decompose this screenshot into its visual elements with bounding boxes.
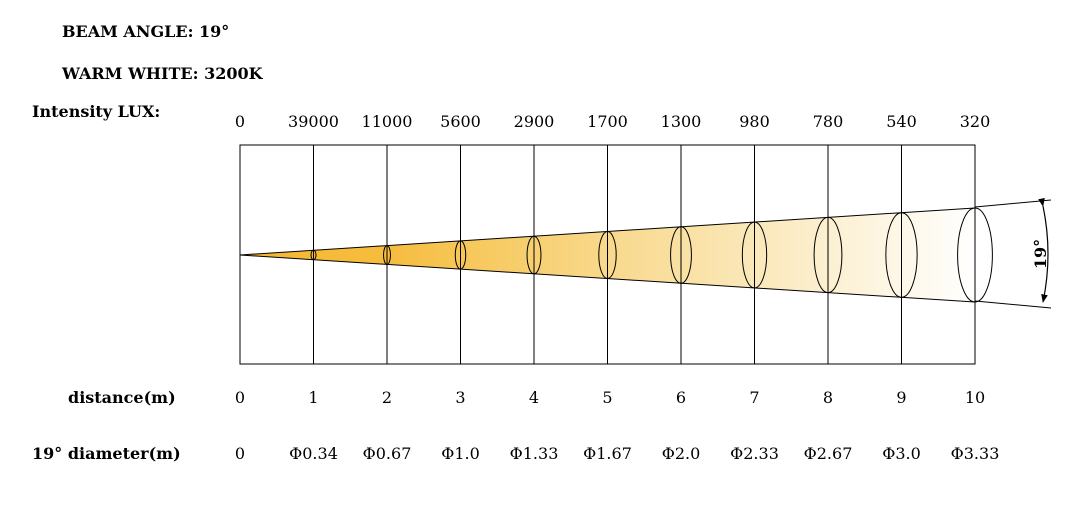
lux-value: 780 bbox=[813, 112, 844, 131]
beam-cross-section bbox=[454, 240, 467, 270]
distance-value: 7 bbox=[749, 388, 759, 407]
angle-arc bbox=[1038, 197, 1049, 303]
distance-value: 0 bbox=[235, 388, 245, 407]
lux-value: 1700 bbox=[587, 112, 628, 131]
beam-cross-section bbox=[526, 235, 542, 275]
diameter-value: Φ3.33 bbox=[951, 444, 1000, 463]
distance-grid bbox=[239, 144, 976, 365]
diameter-value: Φ0.34 bbox=[289, 444, 338, 463]
diameter-value: Φ1.67 bbox=[583, 444, 632, 463]
diameter-row-label: 19° diameter(m) bbox=[32, 444, 181, 463]
diameter-values-row: 0 Φ0.34 Φ0.67 Φ1.0 Φ1.33 Φ1.67 Φ2.0 Φ2.33 Φ2.67 Φ… bbox=[235, 444, 999, 463]
beam-cross-section bbox=[813, 216, 843, 294]
diameter-value: Φ0.67 bbox=[363, 444, 412, 463]
lux-value: 980 bbox=[739, 112, 770, 131]
color-temperature-label: WARM WHITE: 3200K bbox=[61, 64, 264, 83]
lux-value: 5600 bbox=[440, 112, 481, 131]
lux-value: 11000 bbox=[362, 112, 413, 131]
intensity-lux-label: Intensity LUX: bbox=[32, 102, 160, 121]
distance-value: 5 bbox=[602, 388, 612, 407]
lux-value: 540 bbox=[886, 112, 917, 131]
diameter-value: Φ3.0 bbox=[882, 444, 921, 463]
beam-cross-section bbox=[670, 226, 692, 284]
lux-value: 39000 bbox=[288, 112, 339, 131]
lux-value: 2900 bbox=[514, 112, 555, 131]
lux-value: 320 bbox=[960, 112, 991, 131]
lux-value: 1300 bbox=[661, 112, 702, 131]
distance-value: 8 bbox=[823, 388, 833, 407]
distance-value: 3 bbox=[455, 388, 465, 407]
distance-value: 10 bbox=[965, 388, 985, 407]
distance-row-label: distance(m) bbox=[68, 388, 176, 407]
beam-cross-sections bbox=[310, 207, 993, 303]
beam-cross-section bbox=[741, 221, 768, 289]
lux-values-row: 0 39000 11000 5600 2900 1700 1300 980 780 540 320 bbox=[235, 112, 990, 131]
angle-indicator: 19° bbox=[974, 197, 1052, 309]
distance-value: 4 bbox=[529, 388, 539, 407]
diameter-value: Φ2.0 bbox=[662, 444, 701, 463]
distance-values-row: 0 1 2 3 4 5 6 7 8 9 10 bbox=[235, 388, 985, 407]
beam-cross-section bbox=[310, 249, 317, 261]
diameter-value: 0 bbox=[235, 444, 245, 463]
distance-value: 2 bbox=[382, 388, 392, 407]
beam-cross-section bbox=[598, 231, 617, 279]
distance-value: 1 bbox=[308, 388, 318, 407]
beam-angle-value: 19° bbox=[1031, 239, 1050, 269]
beam-cross-section bbox=[383, 245, 391, 265]
beam-cross-section bbox=[957, 207, 993, 303]
diameter-value: Φ1.33 bbox=[510, 444, 559, 463]
beam-angle-label: BEAM ANGLE: 19° bbox=[62, 22, 229, 41]
beam-cross-section bbox=[885, 212, 918, 298]
diameter-value: Φ2.67 bbox=[804, 444, 853, 463]
distance-value: 9 bbox=[896, 388, 906, 407]
distance-value: 6 bbox=[676, 388, 686, 407]
diameter-value: Φ1.0 bbox=[441, 444, 480, 463]
diameter-value: Φ2.33 bbox=[730, 444, 779, 463]
lux-value: 0 bbox=[235, 112, 245, 131]
